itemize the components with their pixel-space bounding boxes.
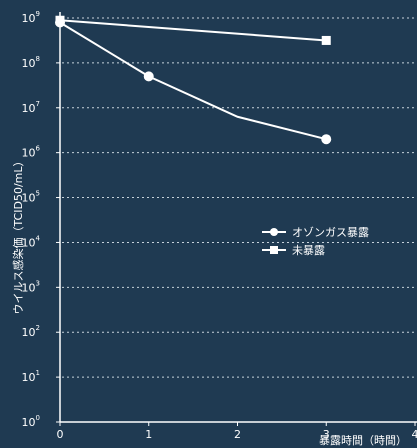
y-tick-base: 10 [22,236,36,249]
y-tick-exponent: 1 [36,369,40,377]
series-0-point-3 [321,134,332,145]
y-tick-base: 10 [22,281,36,294]
y-tick-base: 10 [22,12,36,25]
y-tick-base: 10 [22,102,36,115]
x-tick-label: 1 [145,428,152,441]
series-1-point-0 [55,15,65,25]
y-tick-base: 10 [22,326,36,339]
y-tick-base: 10 [22,371,36,384]
y-tick-exponent: 8 [36,55,40,63]
x-tick-label: 3 [323,428,330,441]
y-tick-exponent: 7 [36,100,40,108]
x-tick-label: 4 [412,428,417,441]
y-tick-exponent: 6 [36,145,41,153]
y-tick-label: 107 [22,100,40,115]
y-tick-label: 109 [22,10,40,25]
x-axis-label: 暴露時間（時間） [319,434,407,447]
series-line-1 [59,19,327,42]
y-tick-base: 10 [22,192,36,205]
y-tick-exponent: 3 [36,279,40,287]
y-tick-label: 103 [22,279,40,294]
y-tick-label: 100 [22,414,40,429]
y-tick-label: 105 [22,190,40,205]
x-tick-label: 2 [234,428,241,441]
y-tick-label: 108 [22,55,40,70]
axes [56,12,417,426]
y-tick-exponent: 5 [36,190,40,198]
y-tick-exponent: 9 [36,10,40,18]
x-tick-label: 0 [57,428,64,441]
series-group [55,15,332,145]
y-tick-label: 102 [22,324,40,339]
y-tick-base: 10 [22,57,36,70]
y-axis-label: ウイルス感染価（TCID50/mL） [11,155,25,314]
y-tick-label: 104 [22,234,41,249]
legend-marker-0 [270,228,278,236]
series-0-point-1 [143,71,154,82]
series-line-0 [59,21,327,141]
y-tick-exponent: 2 [36,324,40,332]
legend-marker-1 [270,246,278,254]
legend-label-1: 未暴露 [292,244,325,257]
grid-lines [62,17,417,378]
y-tick-exponent: 0 [36,414,40,422]
series-1-point-1 [321,35,331,45]
x-tick-labels: 0 1 2 3 4 [57,428,417,441]
y-tick-base: 10 [22,147,36,160]
y-tick-label: 106 [22,145,41,160]
y-tick-exponent: 4 [36,234,41,242]
y-tick-base: 10 [22,416,36,429]
y-tick-label: 101 [22,369,40,384]
legend-label-0: オゾンガス暴露 [292,226,369,239]
